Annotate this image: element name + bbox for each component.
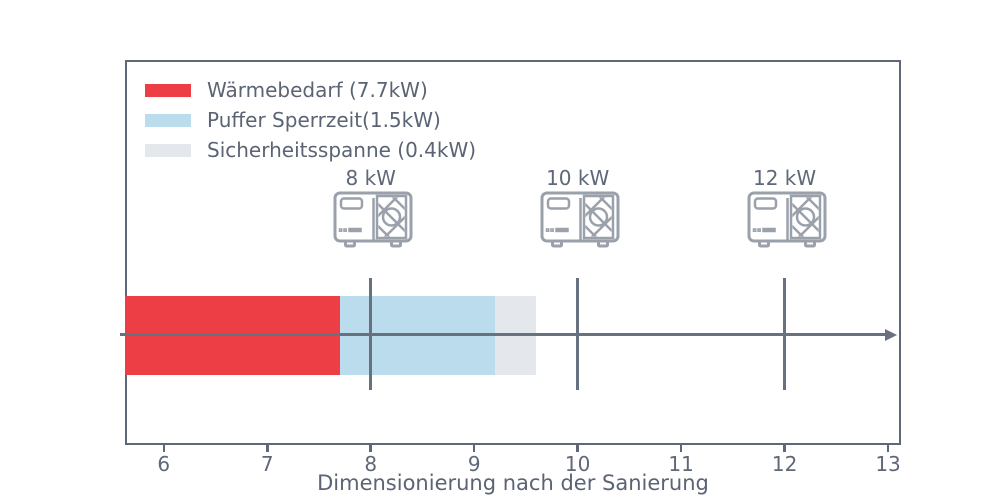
marker-label-12kw: 12 kW: [753, 166, 817, 190]
legend-swatch-waermebedarf: [145, 83, 191, 97]
x-tick-mark-11: [679, 444, 683, 452]
x-tick-mark-10: [576, 444, 579, 452]
legend-swatch-sicherheitsspanne: [145, 143, 191, 157]
x-tick-mark-7: [266, 444, 269, 452]
x-tick-mark-9: [472, 444, 476, 452]
marker-label-8kw: 8 kW: [345, 166, 396, 190]
plot-area: [125, 60, 901, 445]
legend-label-puffer-sperrzeit: Puffer Sperrzeit(1.5kW): [207, 108, 441, 132]
x-tick-label-11: 11: [668, 452, 694, 476]
legend-item-puffer-sperrzeit: Puffer Sperrzeit(1.5kW): [145, 105, 476, 135]
legend-label-sicherheitsspanne: Sicherheitsspanne (0.4kW): [207, 138, 477, 162]
x-tick-label-12: 12: [771, 452, 798, 476]
legend-label-waermebedarf: Wärmebedarf (7.7kW): [207, 78, 428, 102]
heat-pump-icon: [333, 191, 413, 248]
x-tick-mark-6: [162, 444, 166, 452]
x-tick-mark-13: [886, 444, 890, 452]
marker-label-10kw: 10 kW: [546, 166, 610, 190]
x-axis-label: Dimensionierung nach der Sanierung: [317, 471, 709, 495]
x-tick-label-9: 9: [467, 452, 481, 476]
x-tick-label-13: 13: [875, 452, 901, 476]
legend-item-waermebedarf: Wärmebedarf (7.7kW): [145, 75, 476, 105]
legend-item-sicherheitsspanne: Sicherheitsspanne (0.4kW): [145, 135, 476, 165]
heat-pump-icon: [747, 191, 827, 248]
x-tick-mark-8: [369, 444, 372, 452]
x-tick-label-10: 10: [564, 452, 591, 476]
legend: Wärmebedarf (7.7kW) Puffer Sperrzeit(1.5…: [145, 75, 476, 165]
power-axis-arrow-head-icon: [885, 328, 897, 341]
legend-swatch-puffer-sperrzeit: [145, 113, 191, 127]
x-tick-label-6: 6: [157, 452, 171, 476]
x-tick-label-7: 7: [260, 452, 274, 476]
power-axis-arrow-line: [120, 333, 888, 336]
x-tick-mark-12: [783, 444, 786, 452]
x-tick-label-8: 8: [364, 452, 378, 476]
heat-pump-icon: [540, 191, 620, 248]
